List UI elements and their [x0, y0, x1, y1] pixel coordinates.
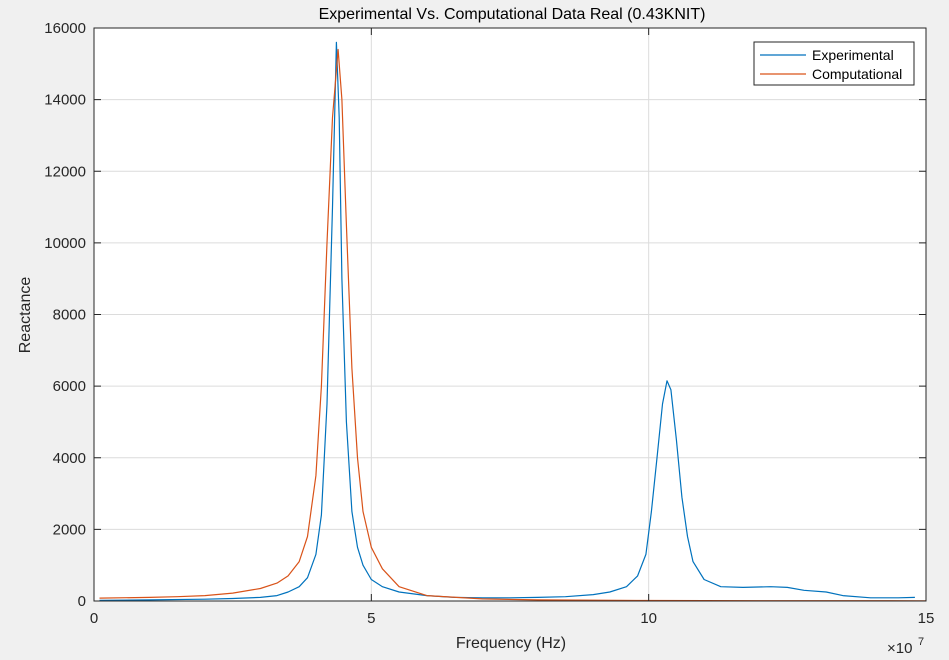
x-tick-label: 15: [918, 610, 935, 627]
x-exponent-power: 7: [918, 636, 924, 648]
y-axis-title: Reactance: [17, 277, 34, 354]
x-axis-title: Frequency (Hz): [456, 635, 566, 652]
tick-labels: 0 5 10 15 0 2000 4000 6000 8000 10000 12000 14000 16…: [44, 20, 934, 627]
x-tick-label: 10: [640, 610, 657, 627]
y-tick-label: 4000: [53, 450, 86, 467]
x-exponent-base: ×10: [887, 640, 912, 657]
y-tick-label: 16000: [44, 20, 86, 37]
chart-title: Experimental Vs. Computational Data Real…: [319, 6, 706, 23]
x-tick-label: 5: [367, 610, 375, 627]
x-tick-label: 0: [90, 610, 98, 627]
y-tick-label: 6000: [53, 378, 86, 395]
y-tick-label: 10000: [44, 235, 86, 252]
series-experimental: [99, 41, 915, 601]
series-layer: [99, 41, 927, 602]
y-tick-label: 2000: [53, 521, 86, 538]
legend-box: [753, 41, 915, 86]
series-computational: [99, 48, 927, 602]
ticks: [93, 27, 927, 602]
legend: Experimental Computational: [753, 41, 915, 86]
y-tick-label: 8000: [53, 307, 86, 324]
legend-label-computational: Computational: [812, 66, 902, 82]
grid: [94, 28, 926, 601]
y-tick-label: 14000: [44, 92, 86, 109]
x-exponent-label: ×10 7: [887, 636, 924, 657]
y-tick-label: 0: [78, 593, 86, 610]
legend-label-experimental: Experimental: [812, 47, 894, 63]
y-tick-label: 12000: [44, 163, 86, 180]
